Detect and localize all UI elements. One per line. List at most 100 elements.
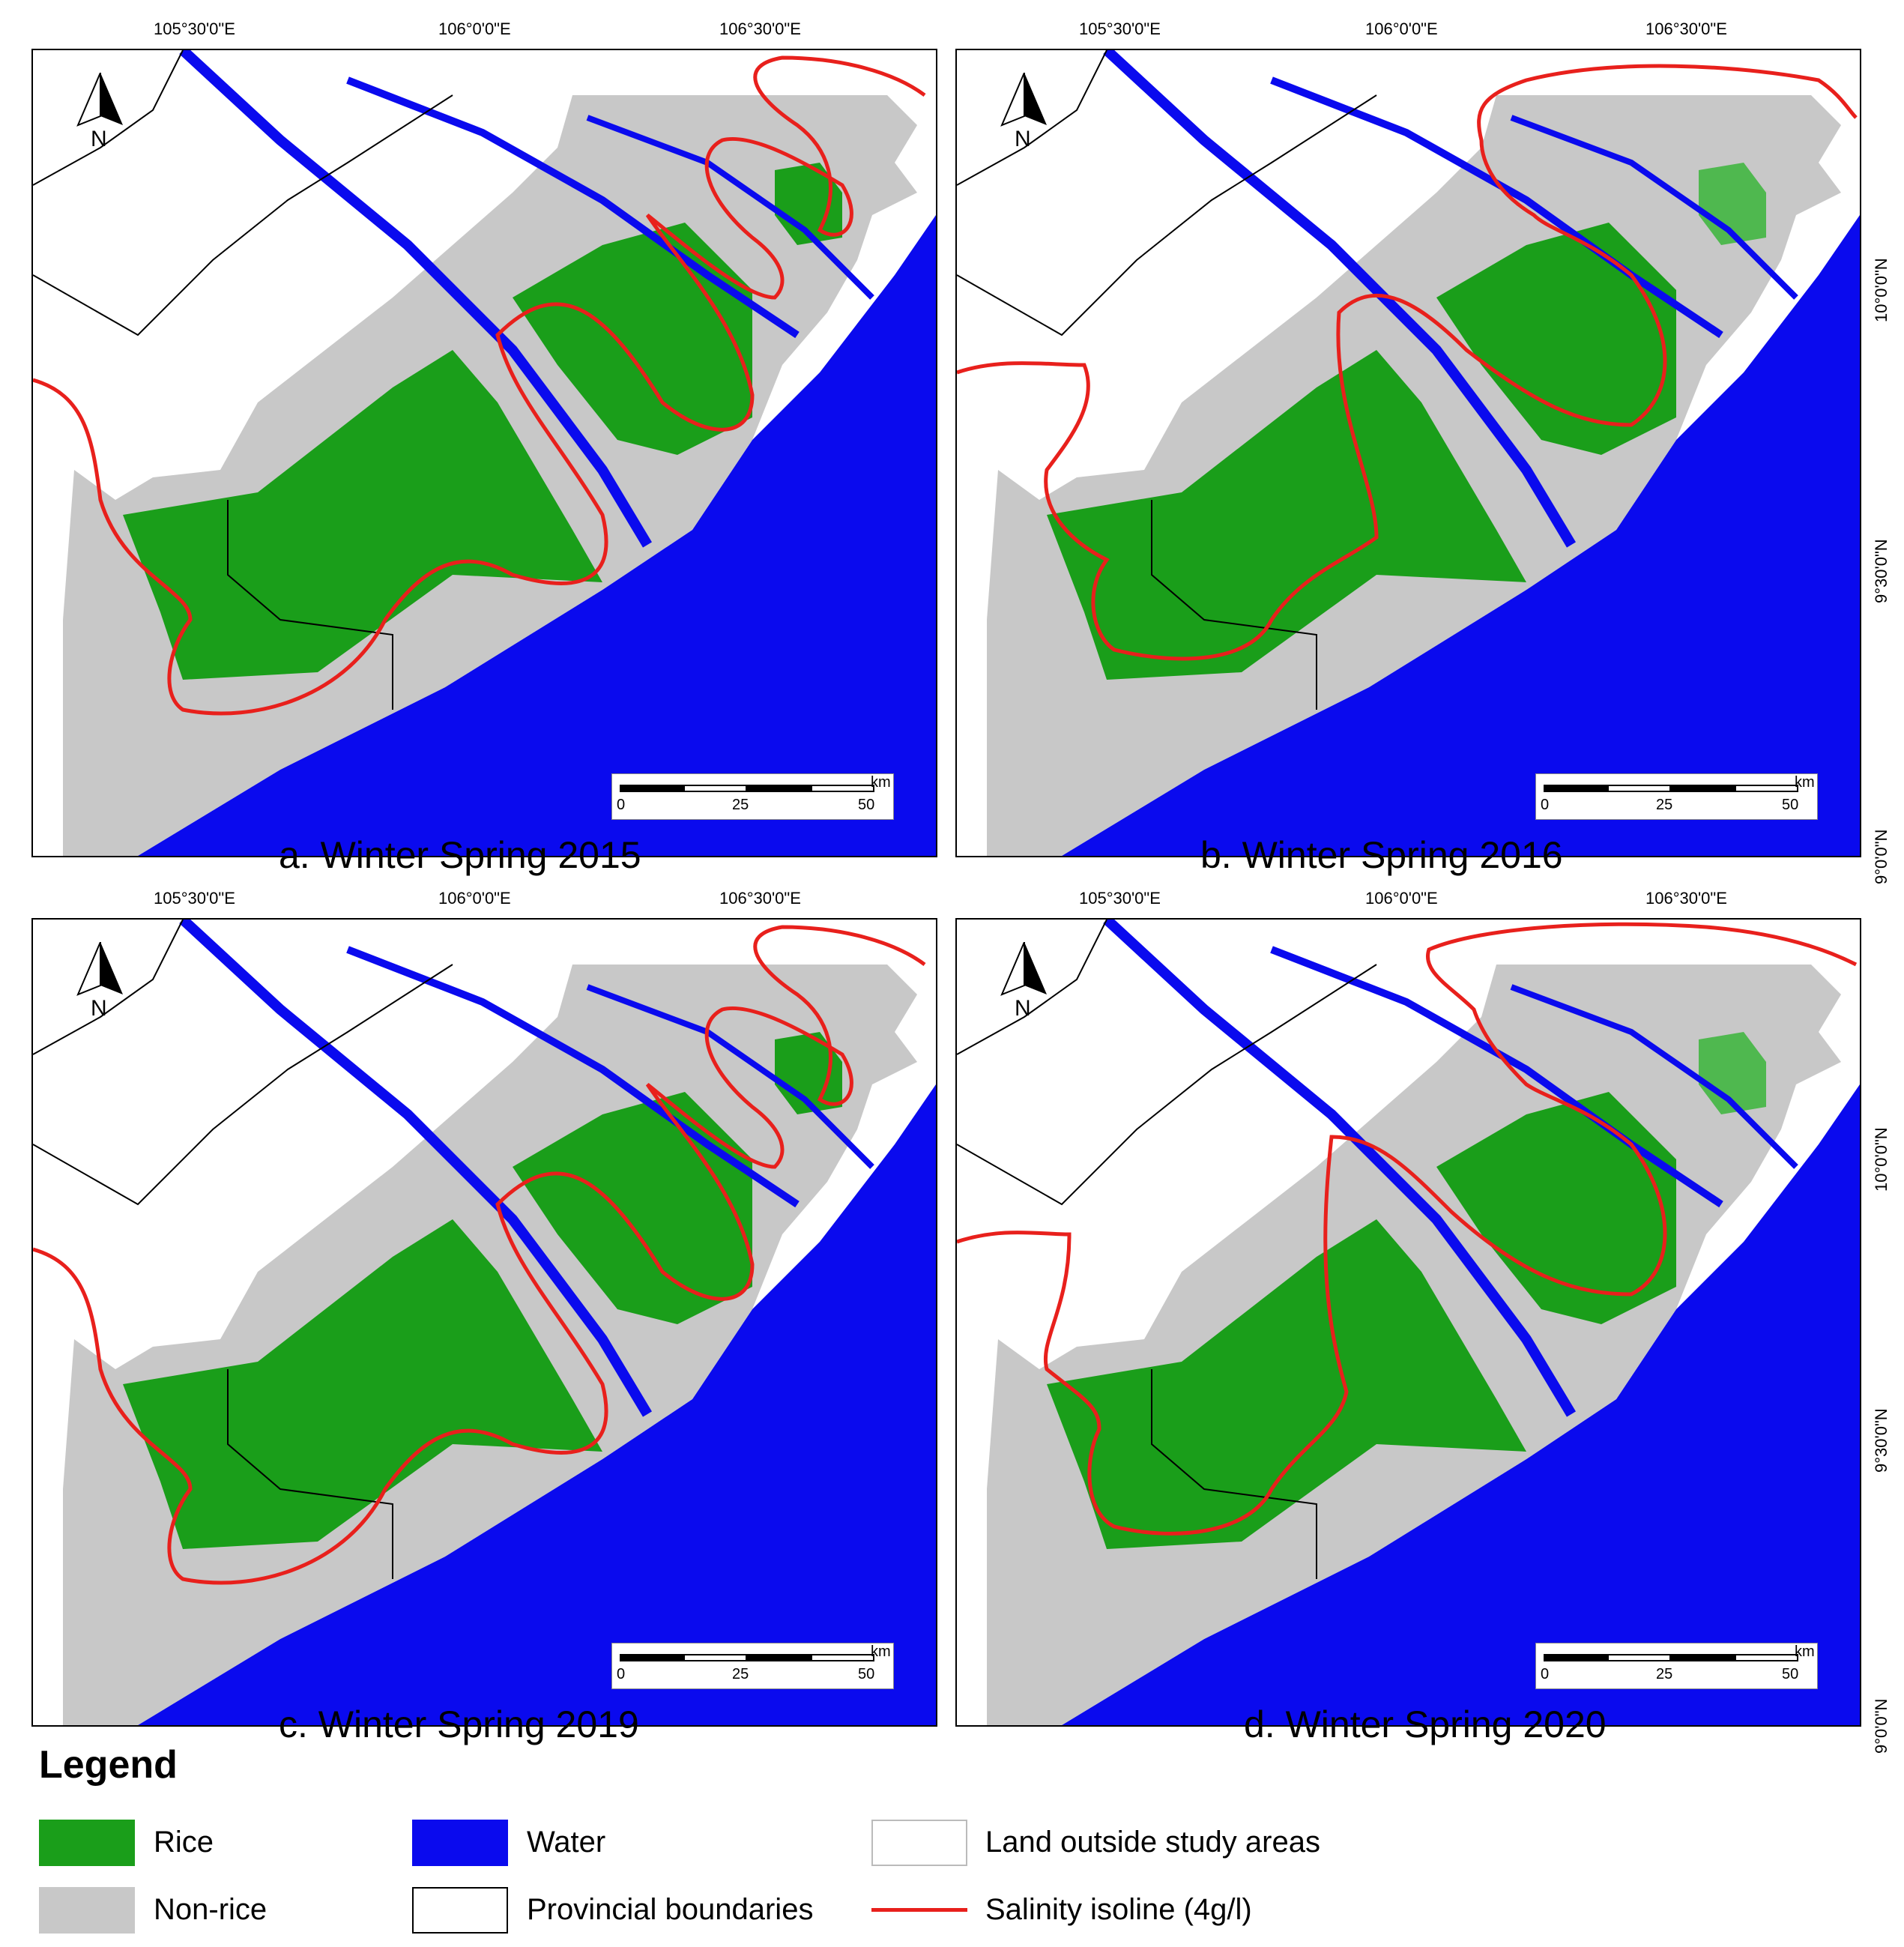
north-label: N [1015,996,1031,1021]
provincial-boundary [957,920,1107,1055]
scale-tick-0: 0 [1541,1666,1550,1682]
scale-bar: km 0 25 50 [1535,773,1818,820]
sea-water [1062,920,1860,1725]
river-main [179,920,653,1417]
north-label: N [91,996,107,1021]
lon-label-3: 106°30'0"E [719,19,801,38]
legend-swatch-water [412,1820,508,1866]
legend-label-water: Water [527,1826,606,1859]
north-arrow-icon [1000,72,1047,127]
legend-label-nonrice: Non-rice [154,1893,268,1926]
river-main [1103,920,1577,1417]
lon-label-3: 106°30'0"E [1645,889,1727,908]
scale-tick-50: 50 [858,797,875,813]
scale-bar: km 0 25 50 [611,773,894,820]
scale-unit: km [1795,1643,1815,1660]
river-northeast [1510,984,1798,1169]
scale-unit: km [1795,774,1815,791]
salinity-isoline [957,64,1858,661]
rice-area-east [1436,223,1676,455]
lon-label-2: 106°0'0"E [1365,19,1438,38]
scale-tick-0: 0 [617,1666,626,1682]
scale-tick-25: 25 [1656,797,1673,813]
north-arrow: N [74,72,127,163]
provincial-boundary [1151,1369,1317,1579]
legend-label-boundaries: Provincial boundaries [527,1893,814,1926]
panel-caption-c: c. Winter Spring 2019 [279,1703,639,1745]
scale-bar: km 0 25 50 [1535,1643,1818,1689]
lat-label-6: 9°0'0"N [1872,1698,1891,1754]
river-north [346,946,800,1208]
scale-tick-50: 50 [1782,1666,1799,1682]
provincial-boundary [1151,500,1317,710]
map-panel-b: N km 0 25 50 [955,49,1861,857]
scale-tick-0: 0 [617,797,626,813]
lon-label-3: 106°30'0"E [719,889,801,908]
legend-swatch-nonrice [39,1887,135,1934]
lon-label-2: 106°0'0"E [1365,889,1438,908]
lat-label-4: 10°0'0"N [1872,1127,1891,1192]
lon-label-1: 105°30'0"E [1079,19,1161,38]
legend-swatch-salinity [871,1887,967,1934]
lon-label-1: 105°30'0"E [154,889,235,908]
provincial-boundary [957,964,1377,1206]
map-graphic [33,50,936,856]
salinity-isoline [33,925,926,1585]
sea-water [138,50,936,856]
north-arrow-icon [1000,941,1047,996]
lat-label-3: 9°0'0"N [1872,829,1891,884]
rice-area-west [123,350,602,680]
panel-caption-b: b. Winter Spring 2016 [1200,834,1563,876]
river-northeast [586,115,874,300]
map-graphic [957,50,1860,856]
scale-tick-25: 25 [1656,1666,1673,1682]
river-northeast [1510,115,1798,300]
scale-tick-25: 25 [732,1666,749,1682]
rice-area-east [513,223,752,455]
river-north [1270,76,1723,339]
legend-label-outside: Land outside study areas [985,1826,1320,1859]
scale-tick-25: 25 [732,797,749,813]
north-arrow-icon [76,72,123,127]
provincial-boundary [33,94,453,336]
north-label: N [1015,127,1031,151]
panel-caption-d: d. Winter Spring 2020 [1244,1703,1607,1745]
scale-unit: km [871,774,891,791]
provincial-boundary [957,94,1377,336]
north-label: N [91,127,107,151]
map-panel-a: N km 0 25 50 [31,49,937,857]
legend-title: Legend [39,1743,178,1787]
provincial-boundary [957,50,1107,186]
provincial-boundary [33,50,184,186]
panel-caption-a: a. Winter Spring 2015 [279,834,641,876]
legend-swatch-outside [871,1820,967,1866]
map-graphic [957,920,1860,1725]
north-arrow: N [998,941,1051,1032]
provincial-boundary [33,964,453,1206]
legend-swatch-rice [39,1820,135,1866]
rice-area-east [1436,1092,1676,1324]
legend-swatch-boundaries [412,1887,508,1934]
scale-bar: km 0 25 50 [611,1643,894,1689]
provincial-boundary [33,920,184,1055]
map-graphic [33,920,936,1725]
river-north [1270,946,1723,1208]
lat-label-2: 9°30'0"N [1872,539,1891,603]
provincial-boundary [227,500,393,710]
river-northeast [586,984,874,1169]
lon-label-2: 106°0'0"E [438,889,511,908]
north-arrow: N [998,72,1051,163]
salinity-isoline [957,922,1858,1536]
map-panel-c: N km 0 25 50 [31,918,937,1727]
salinity-isoline [33,55,926,716]
river-main [179,50,653,548]
scale-unit: km [871,1643,891,1660]
north-arrow-icon [76,941,123,996]
lon-label-1: 105°30'0"E [154,19,235,38]
lon-label-1: 105°30'0"E [1079,889,1161,908]
map-panel-d: N km 0 25 50 [955,918,1861,1727]
provincial-boundary [227,1369,393,1579]
lat-label-1: 10°0'0"N [1872,258,1891,322]
scale-tick-50: 50 [858,1666,875,1682]
rice-area-west [1047,1219,1526,1549]
